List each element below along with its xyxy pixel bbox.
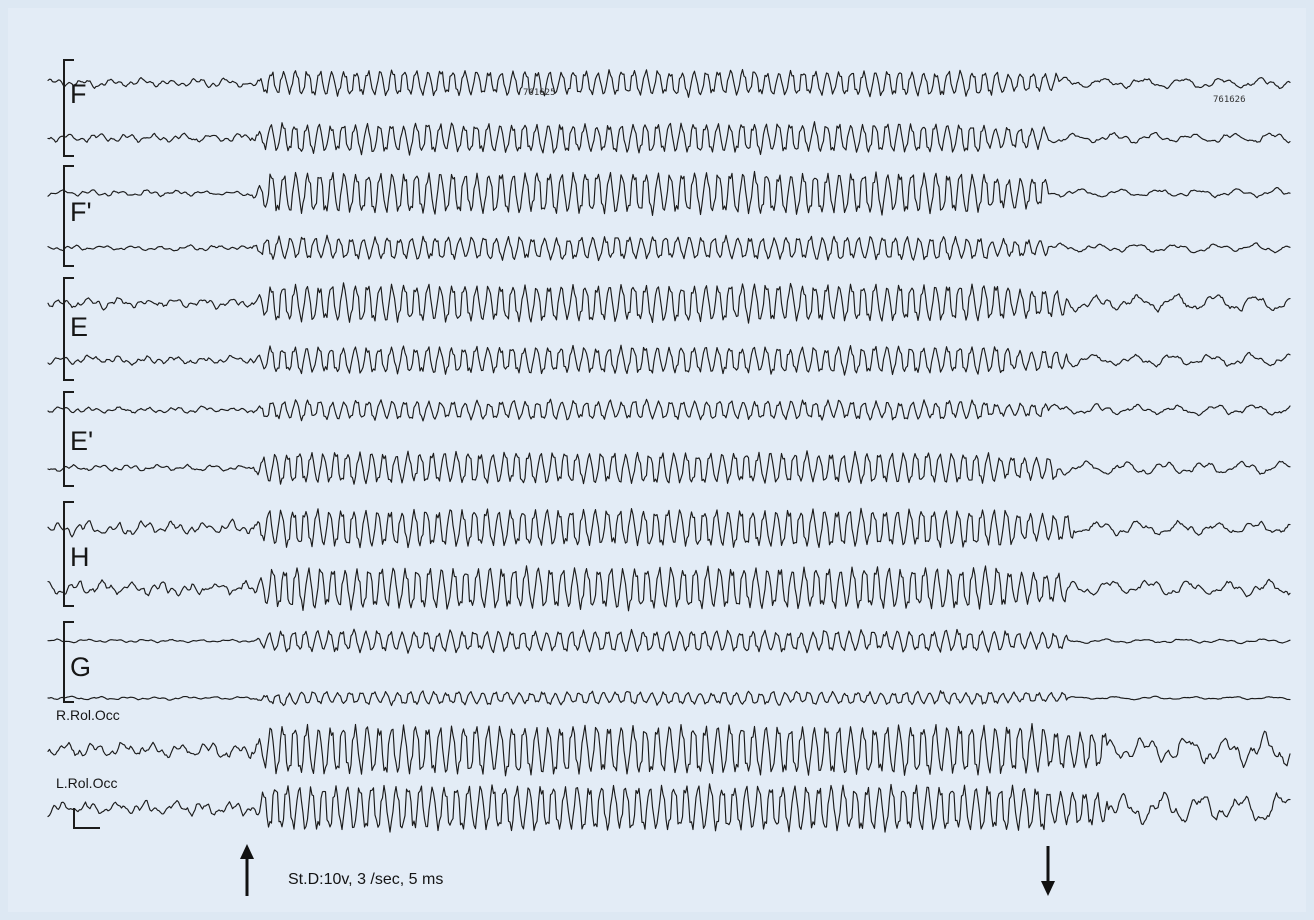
reference-number-2: 761626 bbox=[1213, 95, 1246, 105]
group-bracket-3 bbox=[63, 277, 74, 381]
eeg-trace-ch11 bbox=[47, 628, 1291, 654]
group-label-h: H bbox=[70, 542, 90, 572]
channel-label-l-rol-occ: L.Rol.Occ bbox=[56, 775, 117, 791]
eeg-trace-ch3 bbox=[47, 170, 1291, 216]
eeg-trace-ch14 bbox=[47, 783, 1291, 833]
eeg-trace-ch8 bbox=[47, 450, 1291, 485]
eeg-trace-ch2 bbox=[47, 121, 1291, 156]
eeg-trace-ch6 bbox=[47, 344, 1291, 376]
group-bracket-5 bbox=[63, 501, 74, 607]
stimulation-onset-arrow bbox=[240, 844, 254, 896]
eeg-trace-ch10 bbox=[47, 565, 1291, 612]
group-bracket-6 bbox=[63, 621, 74, 703]
eeg-traces-canvas: F F' E E' H G R.Rol.Occ L.Rol.Occ 761625… bbox=[47, 59, 1291, 896]
eeg-trace-ch7 bbox=[47, 398, 1291, 422]
calibration-mark bbox=[73, 808, 100, 829]
group-bracket-1 bbox=[63, 59, 74, 157]
channel-label-r-rol-occ: R.Rol.Occ bbox=[56, 707, 120, 723]
traces-layer bbox=[47, 68, 1291, 833]
group-label-f-prime: F' bbox=[70, 197, 92, 227]
eeg-trace-ch5 bbox=[47, 282, 1291, 324]
eeg-trace-ch13 bbox=[47, 723, 1291, 777]
eeg-trace-ch4 bbox=[47, 234, 1291, 262]
group-label-e: E bbox=[70, 312, 88, 342]
group-brackets bbox=[63, 59, 74, 703]
stimulation-offset-arrow bbox=[1041, 846, 1055, 896]
reference-number-1: 761625 bbox=[523, 88, 556, 98]
group-label-g: G bbox=[70, 652, 91, 682]
eeg-trace-ch9 bbox=[47, 507, 1291, 549]
eeg-trace-ch12 bbox=[47, 690, 1291, 707]
group-label-f: F bbox=[70, 79, 87, 109]
group-bracket-2 bbox=[63, 165, 74, 267]
group-label-e-prime: E' bbox=[70, 426, 93, 456]
eeg-trace-ch1 bbox=[47, 68, 1291, 98]
stimulation-parameters: St.D:10v, 3 /sec, 5 ms bbox=[288, 871, 443, 888]
eeg-figure: F F' E E' H G R.Rol.Occ L.Rol.Occ 761625… bbox=[8, 8, 1306, 912]
group-bracket-4 bbox=[63, 391, 74, 487]
